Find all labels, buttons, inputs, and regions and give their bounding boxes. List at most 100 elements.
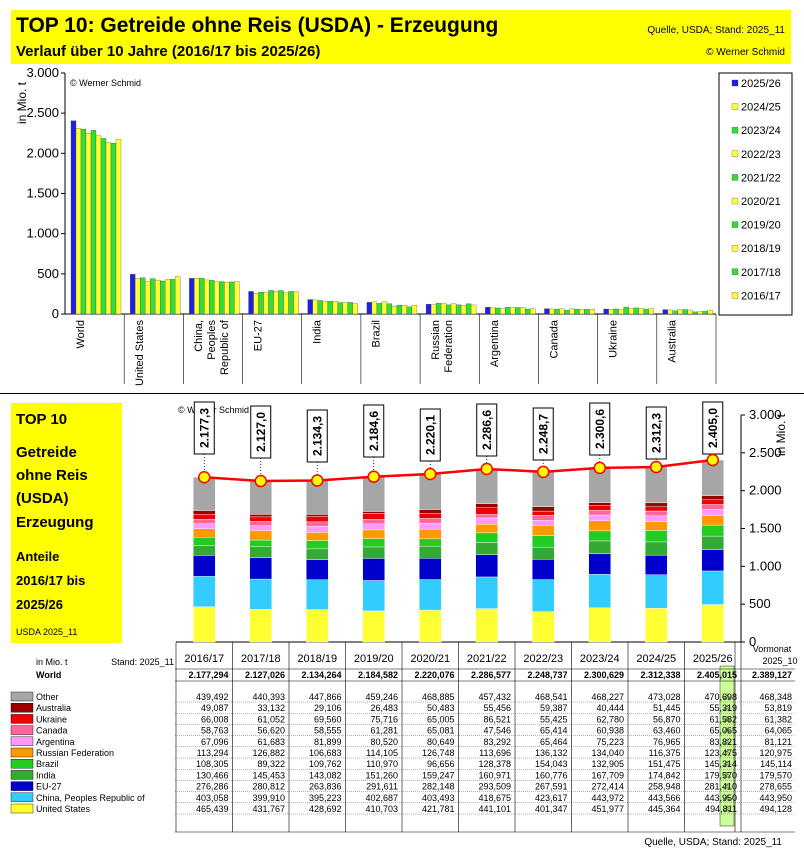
stack-segment xyxy=(475,503,498,508)
stack-segment xyxy=(306,540,329,550)
table-cell: 145,453 xyxy=(252,770,285,780)
marker-glyph: ⁂ xyxy=(723,783,731,792)
table-cell: 130,466 xyxy=(196,770,229,780)
table-cell: 2.300,629 xyxy=(584,670,624,680)
stack-segment xyxy=(532,611,555,643)
total-label-box xyxy=(193,401,215,455)
table-cell: 2.134,264 xyxy=(301,670,341,680)
legend-swatch xyxy=(731,197,739,205)
stack-segment xyxy=(193,537,216,546)
stack-segment xyxy=(193,519,216,524)
table-cell: 59,387 xyxy=(540,703,568,713)
stack-segment xyxy=(588,540,611,554)
table-cell: 418,675 xyxy=(478,793,511,803)
marker-column xyxy=(719,665,735,827)
y-tick-label: 0 xyxy=(52,306,59,321)
table-cell: 60,938 xyxy=(596,726,624,736)
stack-segment xyxy=(532,579,555,612)
row-swatch xyxy=(10,770,34,780)
table-stand-label: Stand: 2025_11 xyxy=(111,657,174,667)
info-line: TOP 10 xyxy=(16,411,68,428)
legend-label: 2021/22 xyxy=(741,172,781,184)
total-marker xyxy=(311,474,324,487)
stack-segment xyxy=(588,510,611,516)
stack-segment xyxy=(645,515,668,522)
row-swatch xyxy=(10,691,34,702)
total-marker xyxy=(650,460,663,474)
y-tick-label: 500 xyxy=(37,266,59,281)
table-year-header: 2017/18 xyxy=(241,653,281,665)
legend-swatch xyxy=(731,127,739,134)
stack-segment xyxy=(532,559,555,580)
stack-segment xyxy=(249,514,272,518)
marker-glyph: ⁂ xyxy=(723,715,731,724)
legend-label: 2016/17 xyxy=(741,290,781,302)
table-cell: 109,762 xyxy=(309,759,342,769)
total-label-box xyxy=(645,406,667,460)
legend-box xyxy=(718,72,793,316)
table-cell: 423,617 xyxy=(535,793,568,803)
info-line: ohne Reis xyxy=(16,467,88,484)
table-cell: 58,763 xyxy=(201,726,229,736)
table-cell: 403,493 xyxy=(422,793,455,803)
marker-glyph: ⁂ xyxy=(723,771,731,780)
table-row-label: India xyxy=(36,770,56,780)
copyright-text: © Werner Schmid xyxy=(70,78,141,88)
marker-glyph: ⁂ xyxy=(723,693,731,702)
table-cell: 47,546 xyxy=(483,726,511,736)
table-cell: 49,087 xyxy=(201,703,229,713)
y-tick-label: 3.000 xyxy=(26,65,59,80)
table-cell: 58,555 xyxy=(314,726,342,736)
x-tick-label: Argentina xyxy=(489,319,501,367)
table-row-label: Other xyxy=(36,692,59,702)
stack-segment xyxy=(588,505,611,511)
marker-glyph: ⁂ xyxy=(723,805,731,814)
legend-swatch xyxy=(731,245,739,252)
table-year-header: 2018/19 xyxy=(297,653,337,665)
table-cell: 29,106 xyxy=(314,703,342,713)
stack-segment xyxy=(588,520,611,532)
bar xyxy=(293,291,299,315)
total-label: 2.134,3 xyxy=(310,416,324,456)
table-cell: 62,780 xyxy=(596,714,624,724)
table-cell: 276,286 xyxy=(196,782,229,792)
table-cell: 89,322 xyxy=(257,759,285,769)
table-cell: 258,948 xyxy=(648,782,681,792)
stack-segment xyxy=(306,521,329,527)
row-swatch xyxy=(10,747,34,758)
stack-segment xyxy=(193,606,216,643)
table-cell: 145,114 xyxy=(760,759,792,769)
stack-segment xyxy=(475,608,498,643)
stack-segment xyxy=(193,576,216,607)
y-tick-label: 1.500 xyxy=(26,186,59,201)
total-label-box xyxy=(363,404,385,458)
y-tick-label: 1.000 xyxy=(26,226,59,241)
stack-segment xyxy=(588,553,611,575)
total-label-box xyxy=(532,407,554,461)
table-cell: 179,570 xyxy=(704,770,737,780)
stack-segment xyxy=(362,538,385,548)
table-row-label: Brazil xyxy=(36,759,59,769)
table-unit-label: in Mio. t xyxy=(36,657,68,667)
stack-segment xyxy=(249,530,272,541)
stack-segment xyxy=(362,580,385,612)
table-cell: 443,972 xyxy=(591,793,624,803)
row-swatch xyxy=(10,759,34,769)
table-cell: 154,043 xyxy=(535,759,568,769)
bar xyxy=(648,308,654,315)
table-cell: 61,582 xyxy=(709,714,737,724)
table-cell: 108,305 xyxy=(196,759,229,769)
stack-segment xyxy=(362,558,385,581)
stack-segment xyxy=(419,609,442,643)
marker-glyph: ⁂ xyxy=(723,794,731,803)
stack-segment xyxy=(532,510,555,516)
table-cell: 160,776 xyxy=(535,770,568,780)
table-cell: 80,520 xyxy=(370,737,398,747)
stack-segment xyxy=(701,499,724,505)
stack-segment xyxy=(419,529,442,540)
stack-segment xyxy=(306,548,329,560)
table-cell: 399,910 xyxy=(252,793,285,803)
table-cell: 401,347 xyxy=(535,804,568,814)
stack-segment xyxy=(249,516,272,522)
y-tick-label: 2.000 xyxy=(749,483,782,498)
